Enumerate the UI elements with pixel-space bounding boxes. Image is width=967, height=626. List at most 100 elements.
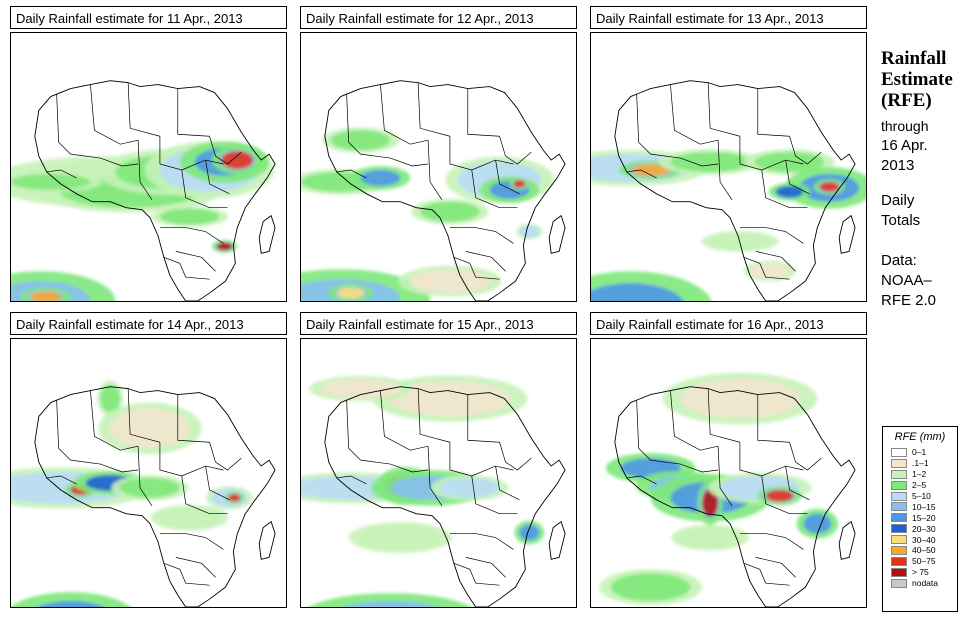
legend-label: 0–1 <box>912 447 927 458</box>
country-border <box>465 557 506 578</box>
rain-area <box>819 181 840 192</box>
legend-item: 50–75 <box>891 556 938 567</box>
legend-item: 10–15 <box>891 501 938 512</box>
madagascar-outline <box>838 214 856 254</box>
country-border <box>127 388 161 443</box>
country-border <box>449 533 514 550</box>
map-panel-13-apr: Daily Rainfall estimate for 13 Apr., 201… <box>590 6 869 302</box>
legend-label: 15–20 <box>912 512 936 523</box>
country-border <box>471 475 518 515</box>
country-border <box>336 475 367 485</box>
legend-swatch <box>891 458 907 468</box>
country-border <box>380 390 429 451</box>
legend-item: > 75 <box>891 567 938 578</box>
country-border <box>181 169 228 209</box>
rain-area <box>670 152 750 172</box>
country-border <box>757 394 790 443</box>
country-border <box>185 276 210 280</box>
country-border <box>346 94 361 155</box>
country-border <box>471 169 518 209</box>
country-border <box>467 394 500 443</box>
rain-area <box>120 477 180 498</box>
country-border <box>670 84 719 145</box>
data-source-line: RFE 2.0 <box>881 292 937 309</box>
legend-item: 2–5 <box>891 480 938 491</box>
map-panel-11-apr: Daily Rainfall estimate for 11 Apr., 201… <box>10 6 289 302</box>
legend-item: 15–20 <box>891 512 938 523</box>
country-border <box>636 400 651 461</box>
legend-swatch <box>891 524 907 534</box>
rainfall-map-13-apr <box>590 32 867 302</box>
rain-area <box>630 164 671 176</box>
panel-title: Daily Rainfall estimate for 15 Apr., 201… <box>300 312 577 335</box>
country-border <box>761 475 808 515</box>
rain-area <box>410 269 490 294</box>
country-border <box>46 475 77 485</box>
legend-swatch <box>891 535 907 545</box>
rain-area <box>754 152 825 172</box>
map-canvas <box>11 380 276 607</box>
africa-coastline <box>34 386 276 607</box>
country-border <box>56 400 71 461</box>
panel-title: Daily Rainfall estimate for 11 Apr., 201… <box>10 6 287 29</box>
country-border <box>360 459 429 473</box>
legend-title: RFE (mm) <box>894 431 946 443</box>
legend-swatch <box>891 447 907 457</box>
rain-area <box>216 242 233 251</box>
panel-title: Daily Rainfall estimate for 12 Apr., 201… <box>300 6 577 29</box>
africa-coastline <box>324 80 566 301</box>
country-border <box>453 257 477 278</box>
africa-coastline <box>614 80 856 301</box>
country-border <box>626 169 657 179</box>
rain-area <box>680 527 740 548</box>
rain-area <box>360 525 440 550</box>
rainfall-field <box>598 372 839 606</box>
madagascar-outline <box>258 214 276 254</box>
rain-area <box>221 151 254 169</box>
country-border <box>475 276 500 280</box>
country-border <box>495 159 520 195</box>
country-border <box>336 169 367 179</box>
legend-label: .1–1 <box>912 458 929 469</box>
country-border <box>163 563 187 584</box>
rain-area <box>610 573 691 602</box>
country-border <box>90 390 139 451</box>
through-date-line: 2013 <box>881 157 915 174</box>
rain-area <box>775 185 804 198</box>
country-border <box>360 153 429 167</box>
legend-item: 5–10 <box>891 491 938 502</box>
country-border <box>765 582 790 586</box>
map-canvas <box>591 80 866 301</box>
legend-item: 30–40 <box>891 534 938 545</box>
rain-area <box>309 593 472 607</box>
product-title-line: Estimate <box>881 69 953 90</box>
map-panel-12-apr: Daily Rainfall estimate for 12 Apr., 201… <box>300 6 579 302</box>
legend-swatch <box>891 556 907 566</box>
rain-area <box>765 489 794 502</box>
through-date: through 16 Apr. 2013 <box>881 116 967 176</box>
madagascar-outline <box>548 520 566 560</box>
country-border <box>789 136 822 165</box>
country-border <box>717 140 733 200</box>
country-border <box>70 459 139 473</box>
rain-area <box>343 601 437 607</box>
rain-area <box>330 130 391 151</box>
country-border <box>427 446 443 506</box>
product-title: Rainfall Estimate (RFE) <box>881 48 967 111</box>
panel-title: Daily Rainfall estimate for 14 Apr., 201… <box>10 312 287 335</box>
country-border <box>56 94 71 155</box>
rainfall-map-11-apr <box>10 32 287 302</box>
rain-area <box>803 513 832 534</box>
rain-area <box>100 384 121 413</box>
map-panel-15-apr: Daily Rainfall estimate for 15 Apr., 201… <box>300 312 579 608</box>
africa-coastline <box>614 386 856 607</box>
rain-area <box>591 283 684 301</box>
country-border <box>137 446 153 506</box>
rainfall-field <box>591 149 866 301</box>
legend-label: 20–30 <box>912 523 936 534</box>
rain-area <box>159 507 220 528</box>
legend-swatch <box>891 480 907 490</box>
rain-area <box>110 408 190 449</box>
country-border <box>755 251 796 272</box>
rain-area <box>439 477 500 498</box>
